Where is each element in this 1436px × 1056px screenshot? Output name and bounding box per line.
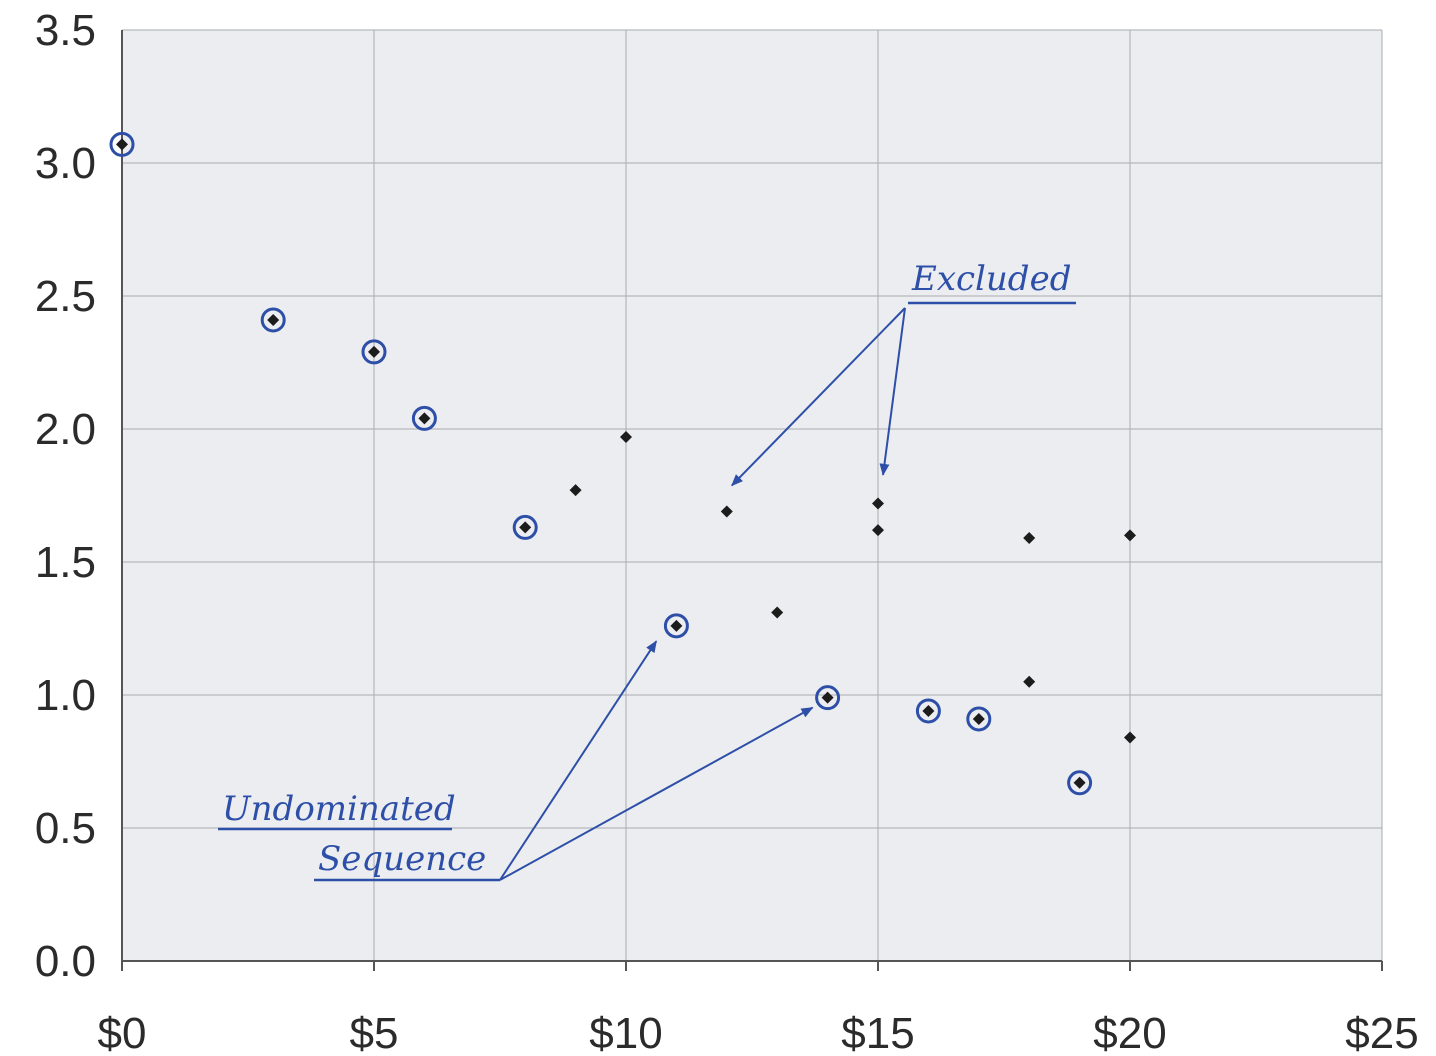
point-circle bbox=[915, 698, 941, 724]
undominated-point bbox=[361, 339, 387, 365]
point-marker bbox=[1073, 776, 1086, 789]
data-points bbox=[109, 131, 1136, 796]
y-tick-label: 0.0 bbox=[35, 937, 96, 986]
undominated-point bbox=[512, 514, 538, 540]
y-tick-label: 2.0 bbox=[35, 405, 96, 454]
point-marker bbox=[267, 313, 280, 326]
point-circle bbox=[815, 685, 841, 711]
annotation-undominated: Undominated bbox=[222, 789, 456, 829]
point-marker bbox=[1124, 529, 1136, 542]
annotation-sequence: Sequence bbox=[318, 839, 486, 879]
axes bbox=[121, 30, 1383, 971]
data-point bbox=[1023, 532, 1036, 545]
x-tick-label: $5 bbox=[350, 1009, 399, 1056]
point-circle bbox=[260, 307, 286, 333]
annotations: Excluded Undominated Sequence bbox=[218, 259, 1076, 882]
sequence-arrow bbox=[499, 640, 658, 881]
y-tick-label: 1.5 bbox=[35, 538, 96, 587]
y-tick-label: 2.5 bbox=[35, 272, 96, 321]
data-point bbox=[1124, 731, 1136, 744]
data-point bbox=[771, 606, 784, 619]
undominated-point bbox=[260, 307, 286, 333]
point-circle bbox=[966, 706, 992, 732]
point-marker bbox=[972, 712, 985, 725]
point-marker bbox=[670, 619, 683, 632]
undominated-point bbox=[411, 405, 437, 431]
point-marker bbox=[368, 345, 380, 358]
point-marker bbox=[922, 704, 935, 717]
y-tick-label: 3.0 bbox=[35, 139, 96, 188]
undominated-point bbox=[663, 613, 689, 639]
annotation-excluded: Excluded bbox=[911, 259, 1071, 299]
point-marker bbox=[771, 606, 784, 619]
point-marker bbox=[821, 691, 834, 704]
tick-labels: $0 $5 $10 $15 $20 $25 0.0 0.5 1.0 1.5 2.0 2.5 3.0 3.5 bbox=[35, 6, 1419, 1056]
point-marker bbox=[418, 412, 431, 425]
point-circle bbox=[1067, 770, 1093, 796]
point-circle bbox=[512, 514, 538, 540]
point-marker bbox=[519, 521, 532, 534]
undominated-point bbox=[915, 698, 941, 724]
point-marker bbox=[720, 505, 733, 518]
y-tick-label: 1.0 bbox=[35, 671, 96, 720]
data-point bbox=[872, 497, 884, 510]
point-circle bbox=[109, 131, 135, 157]
plot-area bbox=[122, 30, 1382, 961]
point-marker bbox=[116, 138, 128, 151]
undominated-point bbox=[1067, 770, 1093, 796]
data-point bbox=[872, 524, 884, 537]
x-tick-label: $15 bbox=[841, 1009, 914, 1056]
undominated-point bbox=[966, 706, 992, 732]
point-marker bbox=[872, 524, 884, 537]
data-point bbox=[620, 430, 632, 443]
point-marker bbox=[1023, 532, 1036, 545]
data-point bbox=[1124, 529, 1136, 542]
excluded-arrow bbox=[731, 307, 906, 487]
y-tick-label: 0.5 bbox=[35, 804, 96, 853]
point-marker bbox=[569, 484, 582, 497]
data-point bbox=[569, 484, 582, 497]
sequence-arrow bbox=[499, 706, 814, 881]
data-point bbox=[1023, 675, 1036, 688]
y-tick-label: 3.5 bbox=[35, 6, 96, 55]
x-tick-label: $10 bbox=[589, 1009, 662, 1056]
point-circle bbox=[411, 405, 437, 431]
point-marker bbox=[872, 497, 884, 510]
point-circle bbox=[663, 613, 689, 639]
point-marker bbox=[1023, 675, 1036, 688]
point-circle bbox=[361, 339, 387, 365]
undominated-point bbox=[109, 131, 135, 157]
x-tick-label: $20 bbox=[1093, 1009, 1166, 1056]
point-marker bbox=[1124, 731, 1136, 744]
x-tick-label: $0 bbox=[98, 1009, 147, 1056]
undominated-point bbox=[815, 685, 841, 711]
excluded-arrow bbox=[879, 307, 906, 476]
x-tick-label: $25 bbox=[1345, 1009, 1418, 1056]
point-marker bbox=[620, 430, 632, 443]
data-point bbox=[720, 505, 733, 518]
